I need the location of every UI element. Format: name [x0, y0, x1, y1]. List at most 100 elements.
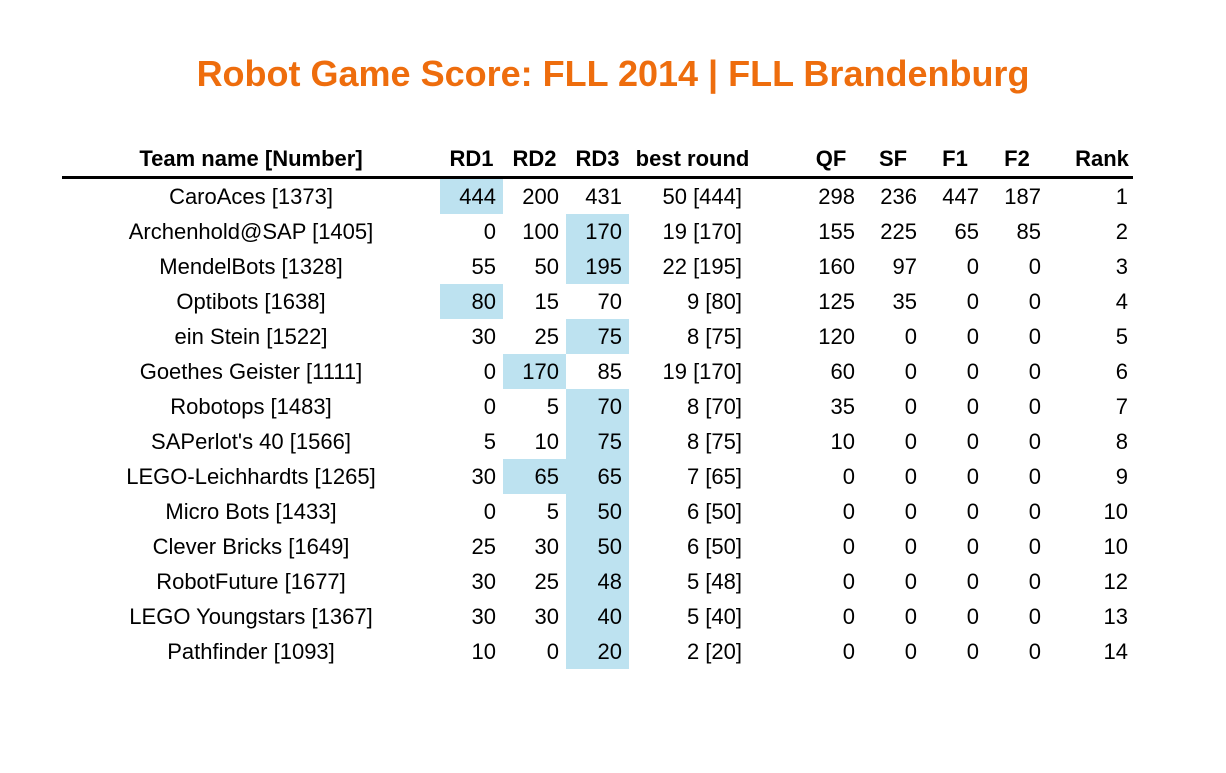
cell-f2: 187 [1004, 184, 1041, 209]
cell-spacer [1048, 459, 1071, 494]
cell-qf: 298 [818, 184, 855, 209]
cell-f1: 0 [966, 464, 979, 489]
cell-qf: 10 [830, 429, 855, 454]
cell-f1: 0 [966, 254, 979, 279]
table-row: Pathfinder [1093] 10 0 20 2 [20] 0 0 0 0… [62, 634, 1133, 669]
cell-team-name: CaroAces [1373] [169, 184, 333, 209]
cell-spacer [756, 529, 800, 564]
cell-best-round: 9 [80] [686, 289, 742, 314]
cell-spacer [1048, 214, 1071, 249]
cell-spacer [756, 424, 800, 459]
cell-best-round: 5 [40] [686, 604, 742, 629]
header-sf: SF [862, 141, 924, 179]
cell-best-round: 2 [20] [686, 639, 742, 664]
cell-rd1: 10 [471, 639, 496, 664]
cell-sf: 0 [904, 359, 917, 384]
cell-qf: 60 [830, 359, 855, 384]
cell-sf: 0 [904, 394, 917, 419]
cell-rd1: 30 [471, 604, 496, 629]
cell-qf: 155 [818, 219, 855, 244]
cell-f2: 0 [1028, 429, 1041, 454]
cell-team-name: Optibots [1638] [176, 289, 326, 314]
cell-rd3: 50 [566, 494, 629, 529]
table-row: Optibots [1638] 80 15 70 9 [80] 125 35 0… [62, 284, 1133, 319]
cell-sf: 0 [904, 324, 917, 349]
cell-rd2: 25 [534, 569, 559, 594]
score-table: Team name [Number] RD1 RD2 RD3 best roun… [62, 141, 1133, 669]
cell-rank: 13 [1103, 604, 1128, 629]
cell-rd2: 25 [534, 324, 559, 349]
cell-rank: 1 [1115, 184, 1128, 209]
page: Robot Game Score: FLL 2014 | FLL Branden… [0, 52, 1226, 773]
cell-best-round: 19 [170] [662, 359, 742, 384]
cell-sf: 97 [892, 254, 917, 279]
cell-spacer [756, 284, 800, 319]
cell-spacer [1048, 284, 1071, 319]
cell-f2: 0 [1028, 324, 1041, 349]
cell-spacer [756, 634, 800, 669]
cell-qf: 125 [818, 289, 855, 314]
cell-rd1: 444 [440, 177, 503, 214]
cell-f1: 0 [966, 359, 979, 384]
cell-best-round: 5 [48] [686, 569, 742, 594]
cell-f2: 0 [1028, 639, 1041, 664]
cell-rd1: 0 [483, 394, 496, 419]
cell-spacer [1048, 389, 1071, 424]
cell-rd2: 10 [534, 429, 559, 454]
cell-rank: 9 [1115, 464, 1128, 489]
header-spacer [1048, 141, 1071, 179]
cell-f1: 0 [966, 324, 979, 349]
cell-rd3: 75 [566, 424, 629, 459]
cell-f2: 0 [1028, 604, 1041, 629]
cell-best-round: 19 [170] [662, 219, 742, 244]
cell-rd2: 0 [546, 639, 559, 664]
cell-team-name: ein Stein [1522] [174, 324, 328, 349]
cell-rd3: 20 [566, 634, 629, 669]
cell-spacer [756, 564, 800, 599]
cell-qf: 0 [842, 604, 855, 629]
cell-spacer [1048, 178, 1071, 215]
cell-f2: 0 [1028, 534, 1041, 559]
cell-rank: 14 [1103, 639, 1128, 664]
cell-f2: 0 [1028, 569, 1041, 594]
cell-rd1: 0 [483, 359, 496, 384]
cell-rd3: 85 [597, 359, 622, 384]
cell-rd2: 50 [534, 254, 559, 279]
table-row: Goethes Geister [1111] 0 170 85 19 [170]… [62, 354, 1133, 389]
cell-team-name: MendelBots [1328] [159, 254, 343, 279]
cell-team-name: Robotops [1483] [170, 394, 332, 419]
cell-spacer [1048, 599, 1071, 634]
header-rd3: RD3 [566, 141, 629, 179]
cell-qf: 0 [842, 639, 855, 664]
cell-rd1: 30 [471, 464, 496, 489]
table-row: LEGO Youngstars [1367] 30 30 40 5 [40] 0… [62, 599, 1133, 634]
cell-rd1: 5 [483, 429, 496, 454]
cell-rd3: 170 [566, 214, 629, 249]
cell-best-round: 22 [195] [662, 254, 742, 279]
cell-spacer [756, 389, 800, 424]
cell-f1: 0 [966, 604, 979, 629]
header-team-name: Team name [Number] [62, 141, 440, 179]
cell-f2: 0 [1028, 394, 1041, 419]
table-row: Micro Bots [1433] 0 5 50 6 [50] 0 0 0 0 … [62, 494, 1133, 529]
cell-spacer [756, 249, 800, 284]
page-title: Robot Game Score: FLL 2014 | FLL Branden… [196, 53, 1030, 94]
cell-rd3: 65 [566, 459, 629, 494]
cell-sf: 35 [892, 289, 917, 314]
cell-qf: 120 [818, 324, 855, 349]
cell-rd1: 80 [440, 284, 503, 319]
cell-sf: 0 [904, 534, 917, 559]
cell-f1: 0 [966, 394, 979, 419]
cell-team-name: RobotFuture [1677] [156, 569, 346, 594]
cell-rd3: 195 [566, 249, 629, 284]
cell-rd1: 25 [471, 534, 496, 559]
header-qf: QF [800, 141, 862, 179]
cell-rd3: 70 [566, 389, 629, 424]
table-row: RobotFuture [1677] 30 25 48 5 [48] 0 0 0… [62, 564, 1133, 599]
cell-rank: 10 [1103, 534, 1128, 559]
cell-f1: 447 [942, 184, 979, 209]
cell-f2: 0 [1028, 499, 1041, 524]
cell-f1: 0 [966, 429, 979, 454]
cell-rd1: 0 [483, 219, 496, 244]
cell-team-name: Clever Bricks [1649] [152, 534, 350, 559]
